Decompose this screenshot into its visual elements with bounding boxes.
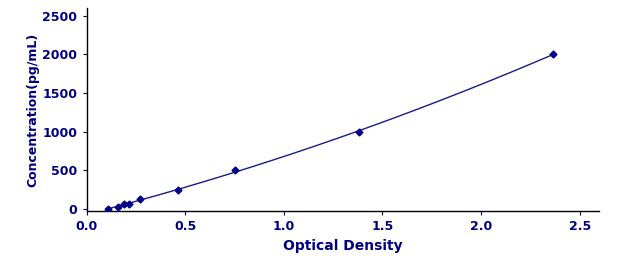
Y-axis label: Concentration(pg/mL): Concentration(pg/mL) [27, 33, 40, 187]
X-axis label: Optical Density: Optical Density [283, 239, 403, 253]
